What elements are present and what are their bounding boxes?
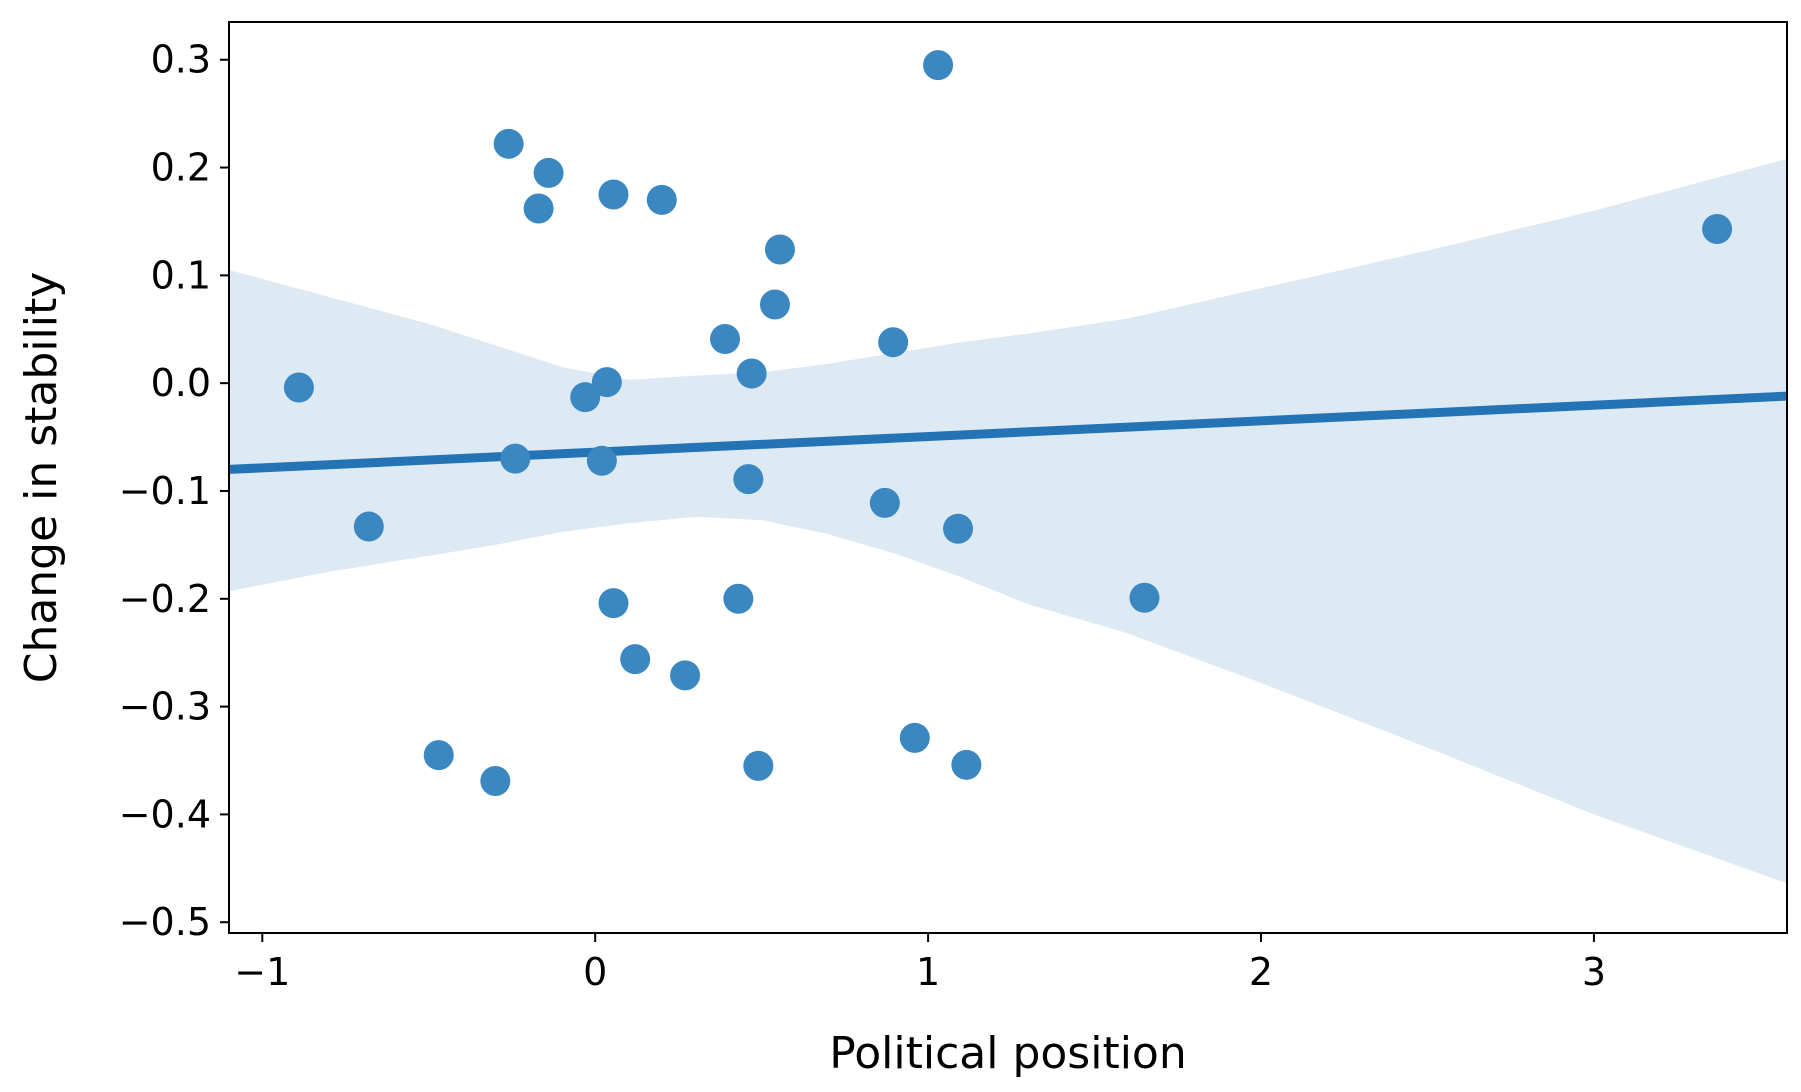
x-axis-ticks: −1 0 1 2 3 (234, 933, 1606, 994)
data-point (710, 323, 741, 354)
data-point (670, 660, 701, 691)
y-tick-label: 0.0 (151, 361, 211, 405)
data-point (736, 358, 767, 389)
data-point (523, 193, 554, 224)
y-tick-label: −0.5 (119, 900, 211, 944)
data-point (951, 749, 982, 780)
data-point (591, 367, 622, 398)
data-point (1129, 582, 1160, 613)
data-point (1702, 213, 1733, 244)
x-tick-label: 1 (916, 950, 940, 994)
data-point (943, 513, 974, 544)
regression-line-layer (228, 391, 1788, 474)
data-point (620, 644, 651, 675)
data-point (493, 128, 524, 159)
plot-frame (228, 21, 1788, 934)
data-points-layer (283, 50, 1733, 796)
data-point (869, 487, 900, 518)
data-point (899, 722, 930, 753)
data-point (500, 443, 531, 474)
y-tick-label: 0.2 (151, 146, 211, 190)
data-point (764, 234, 795, 265)
y-axis-label: Change in stability (16, 272, 67, 684)
data-point (353, 511, 384, 542)
data-point (723, 583, 754, 614)
x-tick-label: 0 (583, 950, 607, 994)
y-tick-label: −0.1 (119, 469, 211, 513)
x-tick-label: 2 (1249, 950, 1273, 994)
data-point (743, 750, 774, 781)
data-point (586, 445, 617, 476)
data-point (646, 184, 677, 215)
data-point (598, 179, 629, 210)
confidence-band-layer (229, 158, 1787, 884)
data-point (598, 588, 629, 619)
y-tick-label: −0.3 (119, 685, 211, 729)
data-point (923, 50, 954, 81)
x-axis-label: Political position (829, 1028, 1186, 1079)
data-point (733, 464, 764, 495)
data-point (283, 372, 314, 403)
x-tick-label: 3 (1582, 950, 1606, 994)
x-tick-label: −1 (234, 950, 290, 994)
confidence-band (229, 158, 1787, 884)
data-point (878, 327, 909, 358)
data-point (570, 382, 601, 413)
y-axis-ticks: 0.3 0.2 0.1 0.0 −0.1 −0.2 −0.3 −0.4 −0.5 (119, 38, 229, 944)
regression-line (228, 391, 1788, 474)
data-point (759, 289, 790, 320)
y-tick-label: 0.1 (151, 253, 211, 297)
y-tick-label: −0.4 (119, 792, 211, 836)
data-point (423, 740, 454, 771)
data-point (480, 765, 511, 796)
y-tick-label: 0.3 (151, 38, 211, 82)
y-tick-label: −0.2 (119, 577, 211, 621)
data-point (533, 157, 564, 188)
